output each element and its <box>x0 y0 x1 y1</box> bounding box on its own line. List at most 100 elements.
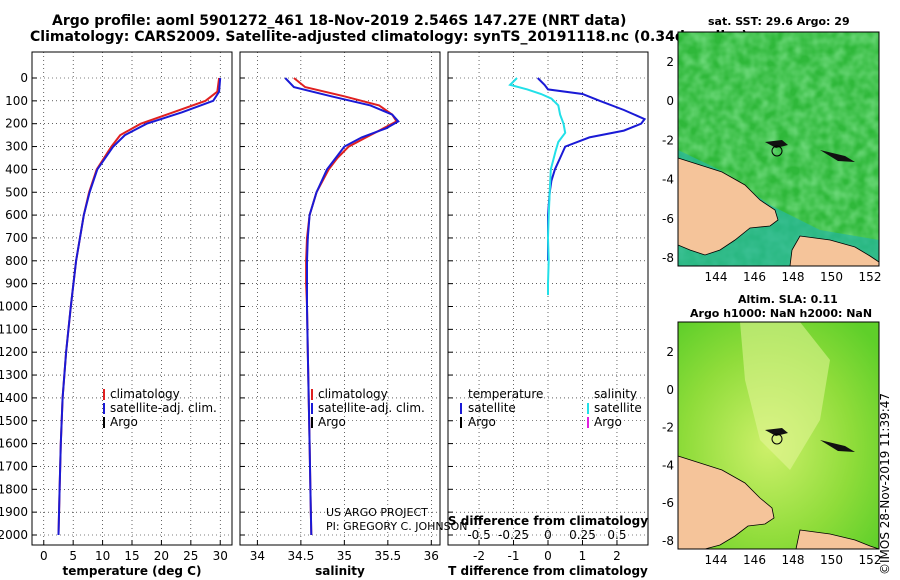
sla-island-1 <box>765 428 788 436</box>
map-lat-label: 0 <box>666 94 674 108</box>
map-lon-label: 150 <box>820 270 843 284</box>
depth-tick-label: 1300 <box>0 368 28 382</box>
diff-legend-entry: satellite <box>594 401 642 415</box>
diff-legend-entry: satellite <box>468 401 516 415</box>
depth-tick-label: 1800 <box>0 482 28 496</box>
diff-legend-entry: Argo <box>594 415 622 429</box>
credit-line-2: PI: GREGORY C. JOHNSON <box>326 520 467 533</box>
difference-series-satellite_s <box>508 77 567 296</box>
sst-argo-marker <box>771 145 783 157</box>
map-lon-label: 148 <box>782 553 805 567</box>
salinity-legend-entry: Argo <box>318 415 346 429</box>
sla-map-title-2: Argo h1000: NaN h2000: NaN <box>690 307 873 320</box>
map-lon-label: 144 <box>705 553 728 567</box>
diff-legend-col1-title: temperature <box>468 387 543 401</box>
salinity-xtick-label: 34.5 <box>288 549 315 563</box>
difference-xtick-label: 1 <box>579 549 587 563</box>
map-lat-label: -2 <box>662 133 674 147</box>
depth-tick-label: 1700 <box>0 459 28 473</box>
temperature-xtick-label: 10 <box>95 549 110 563</box>
depth-tick-label: 400 <box>5 162 28 176</box>
temperature-legend-entry: satellite-adj. clim. <box>110 401 217 415</box>
sst-island-1 <box>765 140 788 148</box>
map-lon-label: 144 <box>705 270 728 284</box>
map-lat-label: -6 <box>662 496 674 510</box>
difference-top-xtick-label: 0 <box>544 528 552 542</box>
sla-island-2 <box>820 440 855 452</box>
map-lat-label: 2 <box>666 55 674 69</box>
map-lon-label: 146 <box>743 270 766 284</box>
map-lon-label: 152 <box>859 270 882 284</box>
depth-tick-label: 1500 <box>0 414 28 428</box>
map-lat-label: -2 <box>662 421 674 435</box>
salinity-series-satellite <box>284 77 400 536</box>
diff-legend-col2-title: salinity <box>594 387 637 401</box>
difference-panel <box>447 51 649 546</box>
temperature-xlabel: temperature (deg C) <box>63 564 202 578</box>
depth-tick-label: 200 <box>5 117 28 131</box>
temperature-xtick-label: 25 <box>183 549 198 563</box>
salinity-panel <box>239 51 441 546</box>
depth-tick-label: 900 <box>5 277 28 291</box>
temperature-legend-entry: Argo <box>110 415 138 429</box>
difference-top-xtick-label: 0.25 <box>569 528 596 542</box>
difference-xtick-label: -2 <box>473 549 485 563</box>
map-lat-label: 2 <box>666 345 674 359</box>
difference-top-xtick-label: -0.5 <box>467 528 490 542</box>
sla-new-guinea-land <box>677 455 775 550</box>
difference-xtick-label: 0 <box>544 549 552 563</box>
difference-xtick-label: 2 <box>613 549 621 563</box>
plot-title-line1: Argo profile: aoml 5901272_461 18-Nov-20… <box>52 13 627 29</box>
temperature-xtick-label: 30 <box>213 549 228 563</box>
depth-tick-label: 100 <box>5 94 28 108</box>
difference-top-xlabel: S difference from climatology <box>448 514 648 528</box>
temperature-series-satellite <box>57 77 222 536</box>
depth-tick-label: 600 <box>5 208 28 222</box>
map-lon-label: 150 <box>820 553 843 567</box>
difference-xlabel: T difference from climatology <box>448 564 648 578</box>
salinity-legend-entry: satellite-adj. clim. <box>318 401 425 415</box>
depth-tick-label: 1200 <box>0 345 28 359</box>
depth-tick-label: 800 <box>5 254 28 268</box>
difference-xtick-label: -1 <box>508 549 520 563</box>
sla-map-title-1: Altim. SLA: 0.11 <box>738 293 838 306</box>
salinity-xtick-label: 36 <box>424 549 439 563</box>
map-lat-label: 0 <box>666 383 674 397</box>
credit-line-1: US ARGO PROJECT <box>326 506 428 519</box>
map-lat-label: -8 <box>662 251 674 265</box>
salinity-legend-entry: climatology <box>318 387 388 401</box>
depth-tick-label: 1000 <box>0 300 28 314</box>
depth-tick-label: 1600 <box>0 437 28 451</box>
depth-tick-label: 1900 <box>0 505 28 519</box>
map-lat-label: -4 <box>662 173 674 187</box>
sst-island-2 <box>820 150 855 162</box>
map-lat-label: -6 <box>662 212 674 226</box>
depth-tick-label: 2000 <box>0 528 28 542</box>
temperature-legend-entry: climatology <box>110 387 180 401</box>
depth-tick-label: 700 <box>5 231 28 245</box>
temperature-panel <box>31 51 233 546</box>
salinity-xlabel: salinity <box>315 564 365 578</box>
temperature-xtick-label: 15 <box>124 549 139 563</box>
sla-argo-marker <box>771 433 783 445</box>
depth-tick-label: 300 <box>5 140 28 154</box>
sst-map <box>677 31 880 267</box>
depth-tick-label: 1400 <box>0 391 28 405</box>
salinity-xtick-label: 35.5 <box>374 549 401 563</box>
sst-map-title: sat. SST: 29.6 Argo: 29 <box>708 15 850 28</box>
temperature-xtick-label: 0 <box>40 549 48 563</box>
depth-tick-label: 500 <box>5 185 28 199</box>
sla-light-patch <box>740 322 830 470</box>
salinity-xtick-label: 35 <box>337 549 352 563</box>
sst-new-guinea-land <box>677 157 779 256</box>
temperature-xtick-label: 5 <box>69 549 77 563</box>
map-lat-label: -4 <box>662 458 674 472</box>
depth-tick-label: 1100 <box>0 322 28 336</box>
difference-top-xtick-label: 0.5 <box>607 528 626 542</box>
temperature-xtick-label: 20 <box>154 549 169 563</box>
plot-title-line2: Climatology: CARS2009. Satellite-adjuste… <box>30 29 748 45</box>
map-lon-label: 148 <box>782 270 805 284</box>
diff-legend-entry: Argo <box>468 415 496 429</box>
depth-tick-label: 0 <box>20 71 28 85</box>
